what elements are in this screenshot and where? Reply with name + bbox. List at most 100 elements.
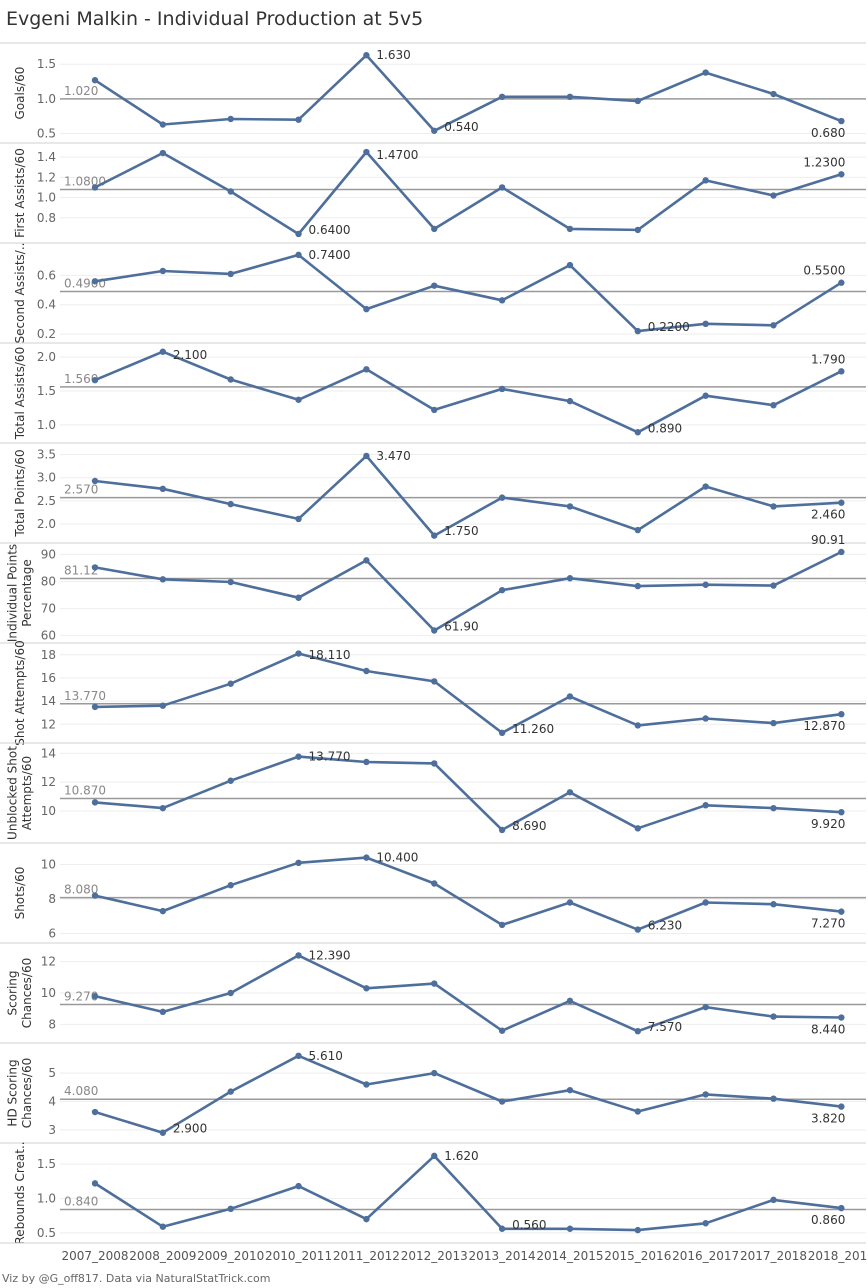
- data-point: [770, 1095, 777, 1102]
- data-point: [91, 564, 99, 571]
- data-point: [159, 121, 167, 128]
- data-label: 90.91: [811, 533, 845, 547]
- y-tick-label: 2.0: [37, 517, 56, 531]
- data-point: [566, 1086, 574, 1094]
- series-line: [94, 53, 842, 133]
- data-point: [498, 385, 506, 393]
- reference-label: 2.570: [64, 483, 98, 497]
- data-point: [159, 1129, 167, 1136]
- data-point: [363, 985, 370, 992]
- y-tick-label: 6: [48, 927, 56, 941]
- data-point: [431, 880, 438, 887]
- y-axis-label: Goals/60: [13, 67, 27, 120]
- data-point: [634, 526, 641, 534]
- y-tick-label: 14: [41, 746, 56, 760]
- data-label: 2.100: [173, 348, 207, 362]
- y-tick-label: 12: [41, 775, 56, 789]
- y-tick-label: 3.5: [37, 448, 56, 462]
- data-point: [227, 188, 234, 195]
- y-tick-label: 60: [41, 629, 56, 643]
- data-point: [227, 115, 234, 123]
- x-tick-label: 2011_2012: [333, 1249, 400, 1263]
- data-point: [295, 753, 302, 760]
- data-point: [838, 1204, 845, 1212]
- y-tick-label: 1.0: [37, 191, 56, 205]
- data-point: [498, 494, 506, 501]
- data-point: [431, 282, 438, 289]
- y-tick-label: 1.0: [37, 418, 56, 432]
- data-point: [91, 184, 99, 191]
- data-point: [227, 882, 234, 889]
- data-point: [363, 452, 370, 460]
- y-axis-label: Second Assists/..: [13, 243, 27, 344]
- data-point: [91, 278, 99, 285]
- data-point: [363, 1215, 370, 1223]
- data-label: 11.260: [512, 722, 554, 736]
- data-point: [566, 789, 574, 796]
- data-point: [838, 117, 845, 125]
- data-point: [295, 952, 302, 959]
- y-tick-label: 4: [48, 1095, 56, 1109]
- y-axis-label: First Assists/60: [13, 148, 27, 238]
- data-point: [363, 667, 370, 675]
- data-label: 1.2300: [803, 155, 845, 169]
- data-point: [227, 376, 234, 383]
- data-label: 0.560: [512, 1218, 546, 1232]
- y-tick-label: 1.5: [37, 57, 56, 71]
- data-point: [159, 1223, 167, 1230]
- data-point: [838, 1014, 845, 1021]
- y-tick-label: 1.2: [37, 170, 56, 184]
- data-point: [634, 926, 641, 933]
- data-point: [838, 499, 845, 506]
- data-label: 5.610: [309, 1049, 343, 1063]
- data-point: [227, 777, 234, 784]
- y-tick-label: 80: [41, 574, 56, 588]
- data-point: [159, 149, 167, 157]
- y-tick-label: 70: [41, 602, 56, 616]
- x-tick-label: 2015_2016: [604, 1249, 671, 1263]
- y-tick-label: 0.2: [37, 327, 56, 341]
- data-point: [566, 899, 574, 906]
- data-point: [702, 1003, 709, 1011]
- data-point: [634, 722, 641, 729]
- data-label: 0.890: [648, 421, 682, 435]
- data-point: [295, 650, 302, 657]
- reference-label: 81.12: [64, 563, 98, 577]
- y-tick-label: 1.5: [37, 1157, 56, 1171]
- data-point: [295, 251, 302, 259]
- y-tick-label: 2.0: [37, 350, 56, 364]
- y-tick-label: 3.0: [37, 471, 56, 485]
- data-point: [498, 1225, 506, 1232]
- data-point: [159, 485, 167, 493]
- data-point: [91, 703, 99, 711]
- data-point: [770, 90, 777, 98]
- data-point: [91, 892, 99, 899]
- data-point: [702, 1220, 709, 1227]
- data-label: 0.680: [811, 126, 845, 140]
- y-tick-label: 1.0: [37, 1192, 56, 1206]
- series-line: [94, 1054, 842, 1134]
- data-point: [702, 715, 709, 722]
- data-point: [498, 1027, 506, 1034]
- data-label: 12.870: [803, 719, 845, 733]
- data-point: [91, 376, 99, 384]
- data-point: [431, 1152, 438, 1160]
- data-point: [159, 1008, 167, 1016]
- data-point: [566, 693, 574, 700]
- data-point: [498, 297, 506, 304]
- data-point: [838, 171, 845, 178]
- data-point: [295, 1182, 302, 1190]
- y-tick-label: 18: [41, 648, 56, 662]
- series-line: [94, 253, 842, 333]
- y-tick-label: 1.0: [37, 92, 56, 106]
- data-label: 61.90: [444, 620, 478, 634]
- data-point: [295, 1052, 302, 1060]
- data-label: 1.630: [376, 48, 410, 62]
- series-line: [94, 150, 842, 236]
- data-point: [295, 116, 302, 123]
- x-tick-label: 2010_2011: [265, 1249, 332, 1263]
- data-point: [159, 267, 167, 275]
- y-tick-label: 12: [41, 717, 56, 731]
- reference-label: 8.080: [64, 883, 98, 897]
- data-point: [363, 758, 370, 766]
